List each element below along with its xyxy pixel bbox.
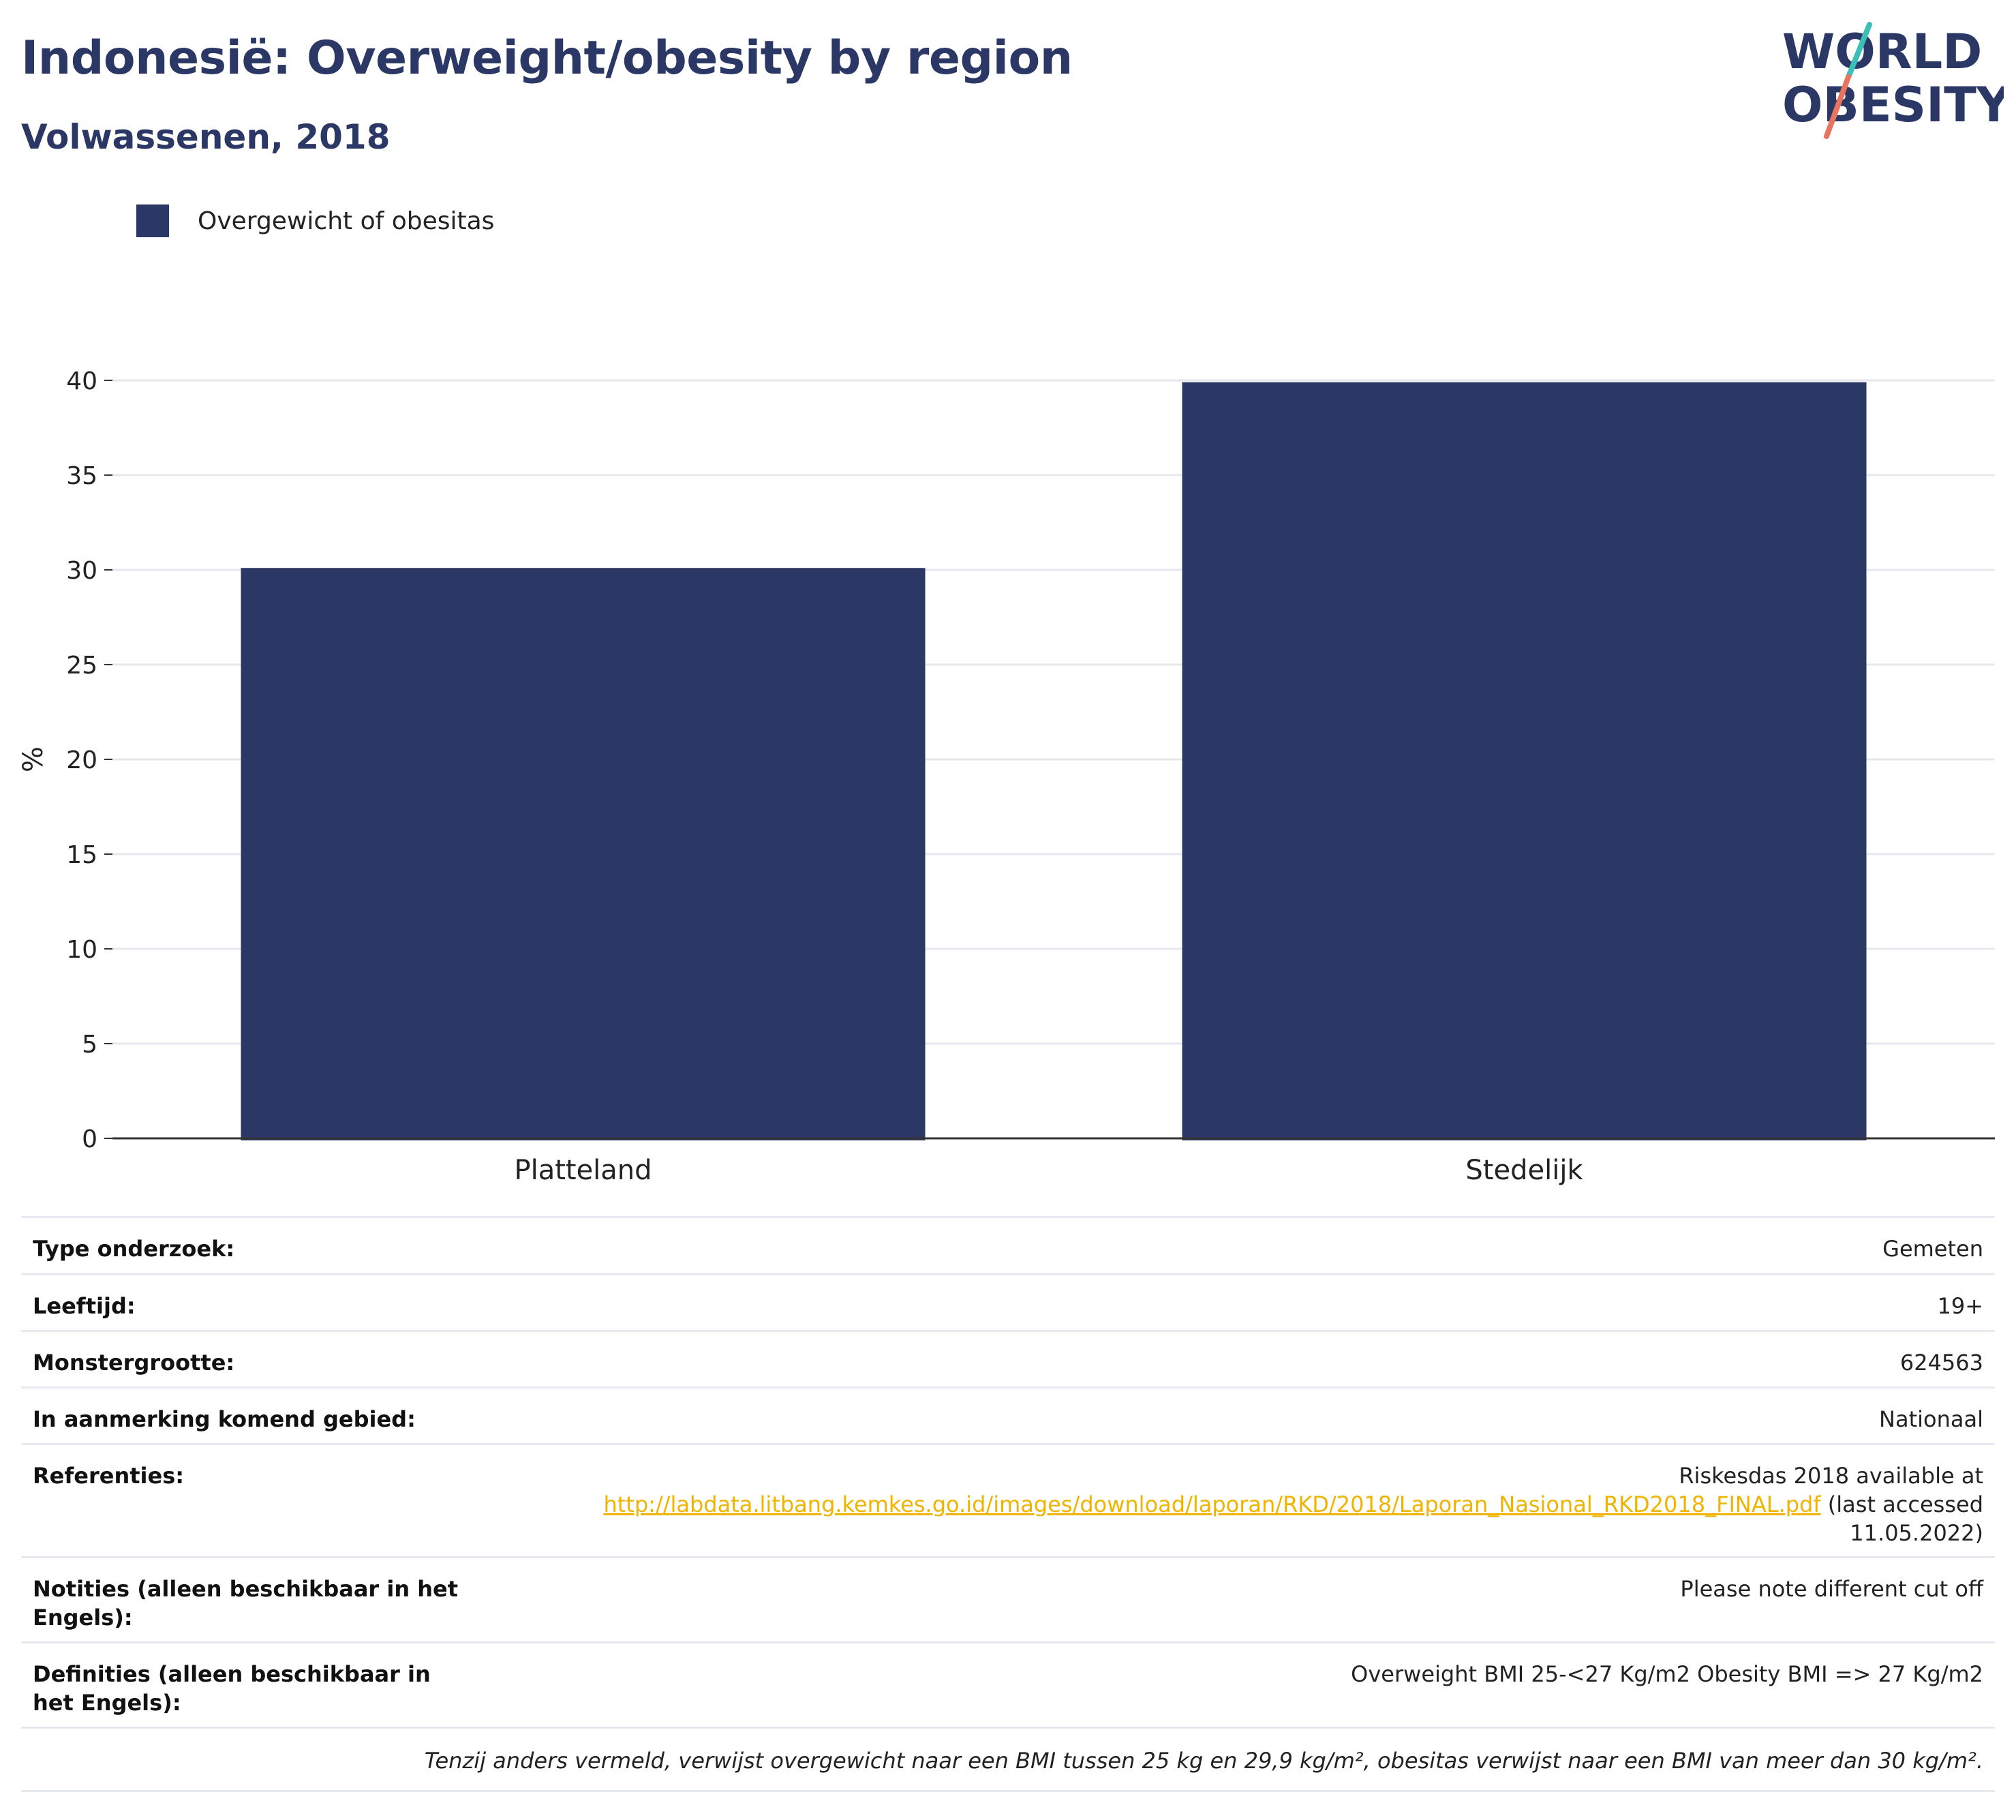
info-label: Monstergrootte: — [33, 1350, 235, 1376]
info-label: Referenties: — [33, 1463, 185, 1489]
info-label: Definities (alleen beschikbaar in het En… — [33, 1661, 431, 1716]
y-axis-label: % — [18, 746, 49, 772]
chart-subtitle: Volwassenen, 2018 — [21, 117, 391, 157]
info-row-definitions: Definities (alleen beschikbaar in het En… — [21, 1641, 1995, 1727]
legend-swatch — [136, 204, 169, 237]
info-value: Nationaal — [1879, 1406, 1983, 1432]
info-value: Gemeten — [1882, 1236, 1983, 1262]
chart-title: Indonesië: Overweight/obesity by region — [21, 31, 1073, 85]
info-row: In aanmerking komend gebied: Nationaal — [21, 1386, 1995, 1443]
legend-label: Overgewicht of obesitas — [198, 207, 495, 235]
info-row: Type onderzoek: Gemeten — [21, 1216, 1995, 1273]
info-label: Type onderzoek: — [33, 1236, 235, 1262]
info-label: In aanmerking komend gebied: — [33, 1406, 416, 1432]
y-tick-label: 0 — [82, 1125, 97, 1153]
info-value: Overweight BMI 25-<27 Kg/m2 Obesity BMI … — [1351, 1661, 1983, 1687]
y-tick-label: 30 — [66, 557, 97, 585]
info-table: Type onderzoek: Gemeten Leeftijd: 19+ Mo… — [21, 1216, 1995, 1792]
info-row-notes: Notities (alleen beschikbaar in het Enge… — [21, 1556, 1995, 1641]
references-accessed: (last accessed 11.05.2022) — [1827, 1491, 1983, 1546]
y-axis-ticks: 0 5 10 15 20 25 30 35 40 — [66, 367, 112, 1153]
chart-legend: Overgewicht of obesitas — [136, 202, 494, 240]
info-value: 19+ — [1937, 1293, 1983, 1319]
x-tick-label: Stedelijk — [1465, 1155, 1583, 1186]
info-value: 624563 — [1899, 1350, 1983, 1376]
reference-link[interactable]: http://labdata.litbang.kemkes.go.id/imag… — [603, 1491, 1821, 1517]
footnote: Tenzij anders vermeld, verwijst overgewi… — [21, 1727, 1995, 1792]
info-row: Monstergrootte: 624563 — [21, 1330, 1995, 1386]
info-label: Notities (alleen beschikbaar in het Enge… — [33, 1576, 459, 1631]
references-link-line: http://labdata.litbang.kemkes.go.id/imag… — [469, 1490, 1983, 1547]
info-label: Leeftijd: — [33, 1293, 136, 1319]
info-value: Please note different cut off — [1680, 1576, 1983, 1602]
y-tick-label: 25 — [66, 652, 97, 680]
y-tick-label: 35 — [66, 462, 97, 490]
x-tick-label: Platteland — [514, 1155, 652, 1186]
logo-line-2: OBESITY — [1782, 77, 2004, 133]
world-obesity-logo: WORLD OBESITY — [1782, 22, 2004, 139]
bar — [241, 568, 926, 1140]
x-axis-ticks: Platteland Stedelijk — [514, 1155, 1583, 1186]
logo-line-1: WORLD — [1782, 24, 1982, 80]
logo-accent-coral — [1824, 74, 1851, 139]
logo-accent-teal — [1846, 22, 1872, 80]
references-text: Riskesdas 2018 available at — [1679, 1463, 1983, 1489]
info-row-references: Referenties: Riskesdas 2018 available at… — [21, 1443, 1995, 1556]
references-value: Riskesdas 2018 available at http://labda… — [469, 1461, 1983, 1547]
info-row: Leeftijd: 19+ — [21, 1273, 1995, 1330]
bars — [241, 382, 1867, 1140]
y-tick-label: 20 — [66, 746, 97, 774]
y-tick-label: 15 — [66, 841, 97, 869]
bar — [1182, 382, 1867, 1140]
bar-chart: 0 5 10 15 20 25 30 35 40 Platteland Stedelijk % — [18, 367, 1995, 1186]
y-tick-label: 10 — [66, 936, 97, 964]
y-tick-label: 5 — [82, 1031, 97, 1059]
y-tick-label: 40 — [66, 367, 97, 395]
